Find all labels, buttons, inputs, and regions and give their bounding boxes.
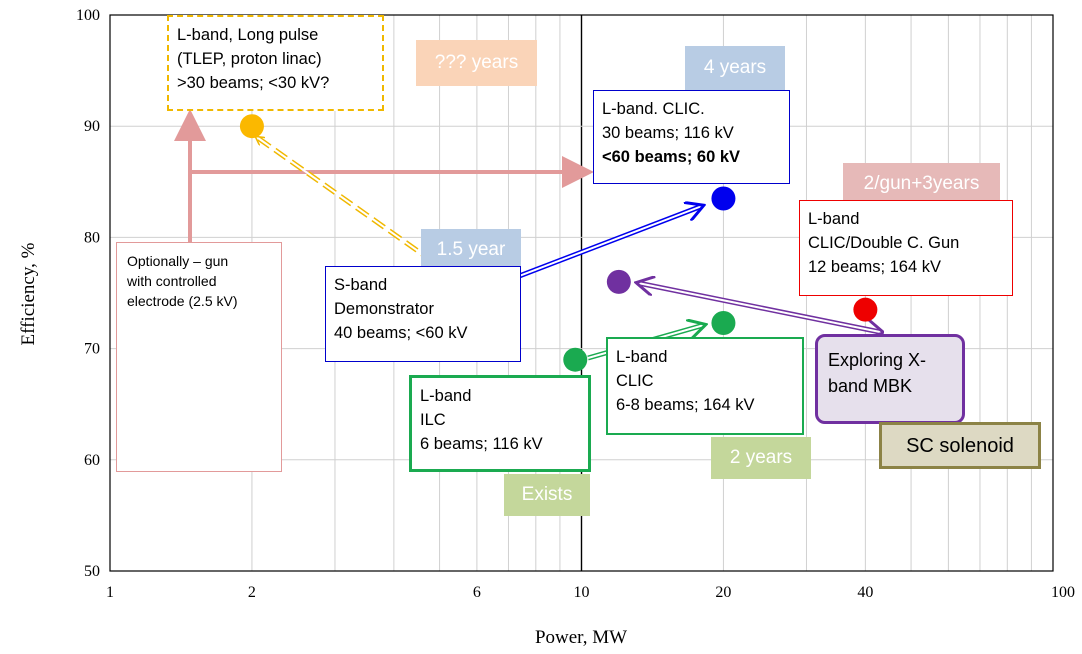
y-axis-title: Efficiency, % <box>18 242 39 345</box>
x-tick-label: 40 <box>857 584 873 601</box>
annotation-text: 30 beams; 116 kV <box>602 121 781 145</box>
annotation-text: Exploring X- <box>828 347 952 373</box>
annotation-text: ILC <box>420 408 580 432</box>
x-axis-title: Power, MW <box>535 627 627 648</box>
annotation-text: Optionally – gun <box>127 251 271 271</box>
point <box>240 114 264 138</box>
annotation: SC solenoid <box>879 422 1041 469</box>
x-tick-label: 1 <box>106 584 114 601</box>
annotation-text: with controlled <box>127 271 271 291</box>
annotation-text: Demonstrator <box>334 297 512 321</box>
point <box>607 270 631 294</box>
annotation: Exploring X-band MBK <box>815 334 965 424</box>
annotation-text: 1.5 year <box>437 238 506 262</box>
x-tick-label: 10 <box>574 584 590 601</box>
annotation: L-band, Long pulse(TLEP, proton linac)>3… <box>167 15 384 111</box>
annotation: 1.5 year <box>421 229 521 271</box>
annotation-text: 2/gun+3years <box>864 172 980 196</box>
annotation-text: 6 beams; 116 kV <box>420 432 580 456</box>
annotation-text: 12 beams; 164 kV <box>808 255 1004 279</box>
annotation: Exists <box>504 474 590 516</box>
annotation-text: 4 years <box>704 56 766 80</box>
annotation-text: Exists <box>522 483 573 507</box>
point <box>563 348 587 372</box>
annotation-text: S-band <box>334 273 512 297</box>
x-tick-label: 20 <box>715 584 731 601</box>
annotation-text: CLIC <box>616 369 794 393</box>
annotation-text: electrode (2.5 kV) <box>127 291 271 311</box>
annotation: 2/gun+3years <box>843 163 1000 205</box>
annotation-text: L-band <box>616 345 794 369</box>
x-tick-label: 100 <box>1051 584 1075 601</box>
y-tick-label: 80 <box>84 229 100 246</box>
y-tick-label: 70 <box>84 341 100 358</box>
annotation-text: 6-8 beams; 164 kV <box>616 393 794 417</box>
annotation-text: L-band, Long pulse <box>177 23 374 47</box>
annotation-text: 2 years <box>730 446 792 470</box>
annotation-text: (TLEP, proton linac) <box>177 47 374 71</box>
y-tick-label: 60 <box>84 452 100 469</box>
point <box>711 311 735 335</box>
annotation-text: >30 beams; <30 kV? <box>177 71 374 95</box>
annotation-text: L-band <box>808 207 1004 231</box>
annotation: ??? years <box>416 40 537 86</box>
y-tick-label: 50 <box>84 563 100 580</box>
y-tick-label: 90 <box>84 118 100 135</box>
annotation-text: band MBK <box>828 373 952 399</box>
x-tick-label: 6 <box>473 584 481 601</box>
page: {"chart_data": { "type": "scatter", "x_l… <box>0 0 1082 654</box>
annotation: L-band. CLIC.30 beams; 116 kV<60 beams; … <box>593 90 790 184</box>
annotation-text: <60 beams; 60 kV <box>602 145 781 169</box>
annotation-text: ??? years <box>435 51 518 75</box>
annotation: 4 years <box>685 46 785 90</box>
point <box>711 186 735 210</box>
annotation-text: L-band. CLIC. <box>602 97 781 121</box>
annotation-text: 40 beams; <60 kV <box>334 321 512 345</box>
point <box>853 298 877 322</box>
annotation-text: SC solenoid <box>906 434 1014 458</box>
annotation: 2 years <box>711 437 811 479</box>
annotation-text: CLIC/Double C. Gun <box>808 231 1004 255</box>
x-tick-label: 2 <box>248 584 256 601</box>
annotation-text: L-band <box>420 384 580 408</box>
y-tick-label: 100 <box>76 7 100 24</box>
